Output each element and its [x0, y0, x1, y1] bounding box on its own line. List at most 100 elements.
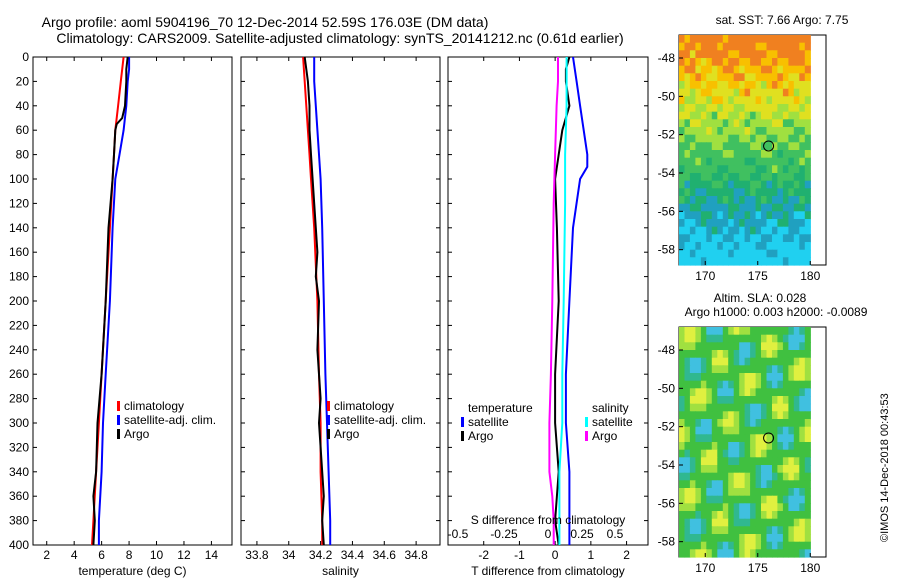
map-cell — [750, 127, 757, 136]
map-cell — [733, 50, 740, 59]
map-cell — [793, 249, 800, 258]
map-cell — [761, 388, 768, 397]
map-cell — [695, 58, 702, 67]
map-cell — [750, 357, 757, 366]
map-cell — [782, 342, 789, 351]
map-cell — [722, 257, 729, 266]
map-cell — [793, 73, 800, 82]
map-cell — [689, 380, 696, 389]
map-cell — [700, 334, 707, 343]
x-tick-label: 8 — [126, 548, 133, 562]
map-cell — [722, 150, 729, 159]
map-cell — [793, 511, 800, 520]
map-cell — [689, 365, 696, 374]
map-cell — [799, 257, 806, 266]
map-cell — [711, 472, 718, 481]
map-cell — [793, 495, 800, 504]
map-cell — [766, 203, 773, 212]
map-cell — [782, 396, 789, 405]
map-cell — [761, 73, 768, 82]
map-cell — [689, 150, 696, 159]
map-cell — [782, 119, 789, 128]
map-cell — [788, 188, 795, 197]
map-cell — [717, 196, 724, 205]
map-cell — [728, 219, 735, 228]
map-cell — [689, 257, 696, 266]
map-cell — [739, 142, 746, 151]
map-cell — [717, 411, 724, 420]
map-cell — [755, 457, 762, 466]
map-cell — [706, 388, 713, 397]
map-cell — [755, 157, 762, 166]
map-cell — [728, 119, 735, 128]
map-cell — [728, 342, 735, 351]
map-cell — [739, 180, 746, 189]
x-tick-label: 34.8 — [404, 548, 428, 562]
map-cell — [679, 81, 686, 90]
diff-sal-argo — [548, 57, 559, 545]
map-cell — [750, 457, 757, 466]
map-cell — [793, 65, 800, 74]
map-cell — [793, 211, 800, 220]
map-cell — [777, 219, 784, 228]
map-cell — [772, 549, 779, 558]
map-cell — [788, 526, 795, 535]
map-cell — [766, 81, 773, 90]
map-cell — [777, 457, 784, 466]
map-cell — [700, 165, 707, 174]
map-cell — [777, 96, 784, 105]
map-cell — [750, 211, 757, 220]
map-cell — [777, 65, 784, 74]
map-cell — [711, 357, 718, 366]
legend-swatch — [327, 401, 330, 411]
map-cell — [711, 42, 718, 51]
map-cell — [689, 526, 696, 535]
map-cell — [772, 96, 779, 105]
map-cell — [777, 203, 784, 212]
map-cell — [679, 503, 686, 512]
map-cell — [750, 503, 757, 512]
map-cell — [804, 518, 811, 527]
map-cell — [788, 549, 795, 558]
map-cell — [788, 65, 795, 74]
map-cell — [793, 165, 800, 174]
map-cell — [804, 173, 811, 182]
map-cell — [733, 472, 740, 481]
map-cell — [679, 480, 686, 489]
map-cell — [777, 503, 784, 512]
y-tick-label: -52 — [658, 420, 676, 434]
map-cell — [804, 365, 811, 374]
map-cell — [689, 411, 696, 420]
map-cell — [684, 111, 691, 120]
map-cell — [722, 35, 729, 44]
map-cell — [777, 396, 784, 405]
map-cell — [728, 157, 735, 166]
map-cell — [804, 411, 811, 420]
map-cell — [717, 503, 724, 512]
map-cell — [722, 234, 729, 243]
map-cell — [766, 119, 773, 128]
map-cell — [772, 526, 779, 535]
map-cell — [788, 203, 795, 212]
map-cell — [744, 403, 751, 412]
map-cell — [761, 334, 768, 343]
temp-series-satellite — [97, 57, 131, 545]
map-cell — [766, 196, 773, 205]
map-cell — [755, 350, 762, 359]
map-cell — [799, 180, 806, 189]
map-cell — [728, 142, 735, 151]
map-cell — [772, 42, 779, 51]
map-cell — [733, 457, 740, 466]
map-cell — [700, 88, 707, 97]
map-cell — [711, 449, 718, 458]
map-cell — [782, 226, 789, 235]
map-cell — [689, 142, 696, 151]
map-cell — [722, 488, 729, 497]
map-cell — [761, 426, 768, 435]
map-cell — [788, 142, 795, 151]
map-cell — [766, 342, 773, 351]
map-cell — [804, 488, 811, 497]
map-cell — [739, 442, 746, 451]
y-tick-label: -50 — [658, 89, 676, 103]
map-cell — [700, 526, 707, 535]
